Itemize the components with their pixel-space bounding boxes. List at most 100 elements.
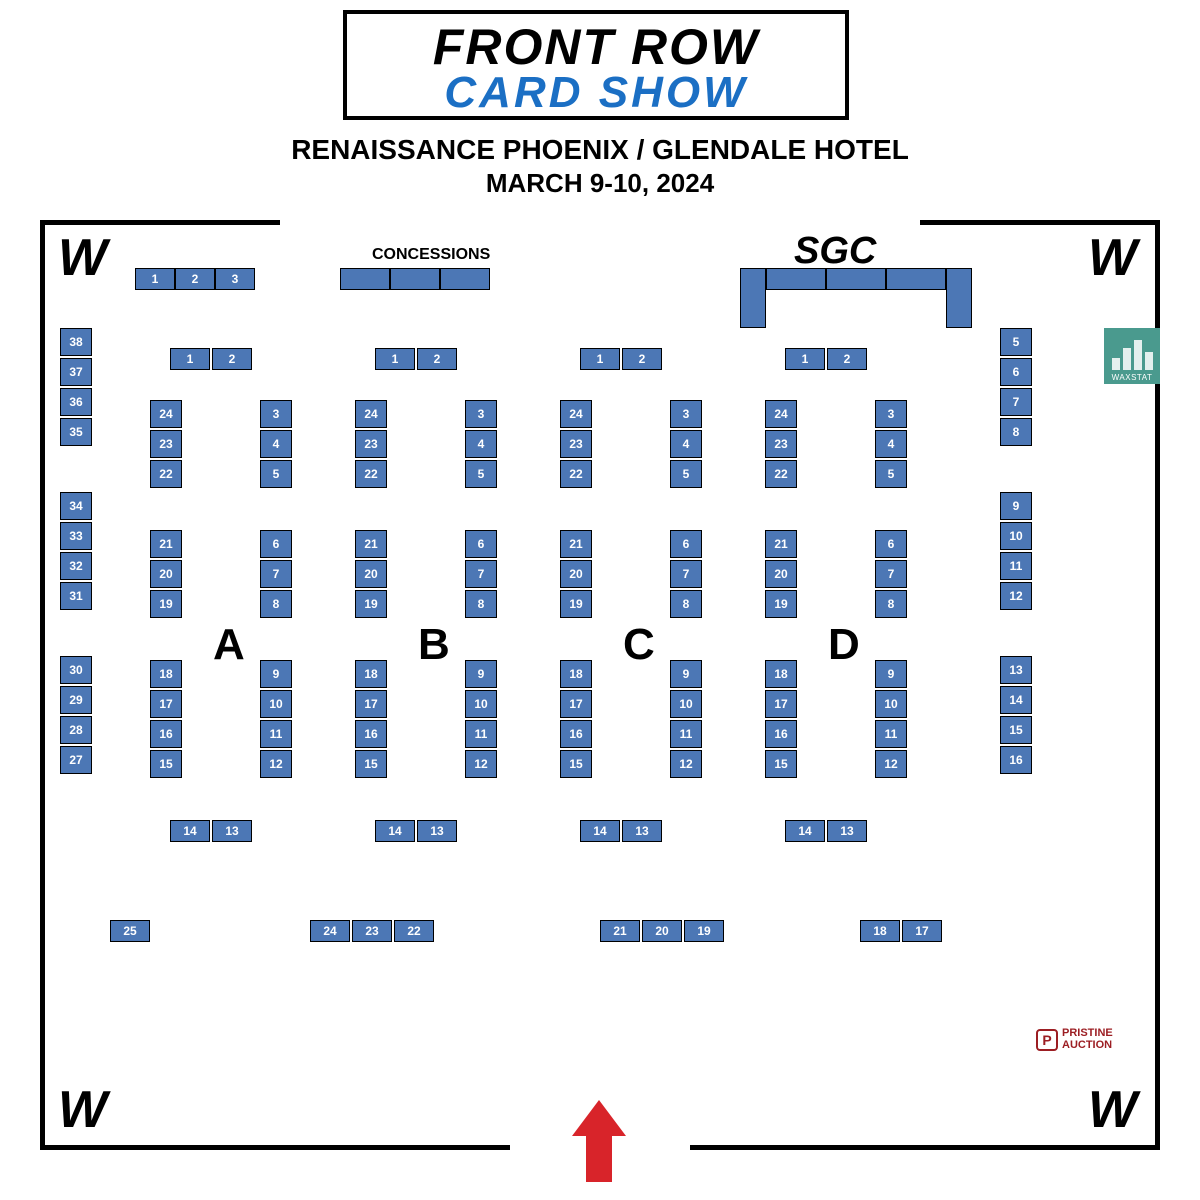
sec-A-8: 8 [260, 590, 292, 618]
leftwall-37: 37 [60, 358, 92, 386]
section-label-C: C [623, 620, 655, 670]
rightwall-6: 6 [1000, 358, 1032, 386]
sec-A-23: 23 [150, 430, 182, 458]
sec-D-20: 20 [765, 560, 797, 588]
sec-C-8: 8 [670, 590, 702, 618]
floor-map: WWWWCONCESSIONS123SGCABCD383736353433323… [40, 220, 1160, 1150]
rightwall-13: 13 [1000, 656, 1032, 684]
waxstat-badge: WAXSTAT [1104, 328, 1160, 384]
sec-B-10: 10 [465, 690, 497, 718]
pristine-icon: P [1036, 1029, 1058, 1051]
sec-A-15: 15 [150, 750, 182, 778]
sec-A-12: 12 [260, 750, 292, 778]
logo-box: FRONT ROW CARD SHOW [343, 10, 849, 120]
venue-text: RENAISSANCE PHOENIX / GLENDALE HOTEL [0, 134, 1200, 166]
sec-C-7: 7 [670, 560, 702, 588]
sec-C-11: 11 [670, 720, 702, 748]
sec-B-4: 4 [465, 430, 497, 458]
sec-D-7: 7 [875, 560, 907, 588]
pristine-badge: P PRISTINEAUCTION [1036, 1028, 1113, 1051]
bottom-22: 22 [394, 920, 434, 942]
sec-A-9: 9 [260, 660, 292, 688]
sec-C-17: 17 [560, 690, 592, 718]
sec-B-foot-13: 13 [417, 820, 457, 842]
sec-B-3: 3 [465, 400, 497, 428]
sec-D-11: 11 [875, 720, 907, 748]
map-top-opening [280, 218, 920, 226]
sec-B-head-1: 1 [375, 348, 415, 370]
sec-C-21: 21 [560, 530, 592, 558]
leftwall-35: 35 [60, 418, 92, 446]
sec-B-17: 17 [355, 690, 387, 718]
leftwall-38: 38 [60, 328, 92, 356]
sec-B-head-2: 2 [417, 348, 457, 370]
leftwall-32: 32 [60, 552, 92, 580]
rightwall-15: 15 [1000, 716, 1032, 744]
rightwall-14: 14 [1000, 686, 1032, 714]
pristine-l2: AUCTION [1062, 1039, 1112, 1051]
sec-B-11: 11 [465, 720, 497, 748]
sec-B-22: 22 [355, 460, 387, 488]
sec-A-17: 17 [150, 690, 182, 718]
w-label-2: W [58, 1080, 107, 1140]
sec-A-16: 16 [150, 720, 182, 748]
dates-text: MARCH 9-10, 2024 [0, 168, 1200, 199]
bottom-19: 19 [684, 920, 724, 942]
sec-C-19: 19 [560, 590, 592, 618]
sec-A-18: 18 [150, 660, 182, 688]
sec-B-foot-14: 14 [375, 820, 415, 842]
bottom-23: 23 [352, 920, 392, 942]
sec-A-24: 24 [150, 400, 182, 428]
top-booth-1: 1 [135, 268, 175, 290]
sec-B-15: 15 [355, 750, 387, 778]
sec-C-5: 5 [670, 460, 702, 488]
sec-A-6: 6 [260, 530, 292, 558]
sec-B-12: 12 [465, 750, 497, 778]
bottom-20: 20 [642, 920, 682, 942]
sec-C-foot-13: 13 [622, 820, 662, 842]
sec-B-21: 21 [355, 530, 387, 558]
rightwall-9: 9 [1000, 492, 1032, 520]
sec-B-5: 5 [465, 460, 497, 488]
sec-D-4: 4 [875, 430, 907, 458]
sec-B-8: 8 [465, 590, 497, 618]
sec-A-19: 19 [150, 590, 182, 618]
top-booth-2: 2 [175, 268, 215, 290]
sec-D-9: 9 [875, 660, 907, 688]
w-label-3: W [1088, 1080, 1137, 1140]
pristine-l1: PRISTINE [1062, 1027, 1113, 1039]
entry-arrow-stem [586, 1136, 612, 1182]
sec-A-foot-14: 14 [170, 820, 210, 842]
sec-D-head-2: 2 [827, 348, 867, 370]
sec-A-22: 22 [150, 460, 182, 488]
sec-D-3: 3 [875, 400, 907, 428]
bottom-21: 21 [600, 920, 640, 942]
sgc-booth-0 [740, 268, 766, 328]
waxstat-text: WAXSTAT [1112, 373, 1153, 382]
sec-D-17: 17 [765, 690, 797, 718]
rightwall-10: 10 [1000, 522, 1032, 550]
leftwall-30: 30 [60, 656, 92, 684]
sec-A-7: 7 [260, 560, 292, 588]
sec-B-23: 23 [355, 430, 387, 458]
sec-C-24: 24 [560, 400, 592, 428]
rightwall-8: 8 [1000, 418, 1032, 446]
sec-D-22: 22 [765, 460, 797, 488]
sec-D-10: 10 [875, 690, 907, 718]
rightwall-16: 16 [1000, 746, 1032, 774]
sec-C-head-2: 2 [622, 348, 662, 370]
leftwall-33: 33 [60, 522, 92, 550]
sec-D-18: 18 [765, 660, 797, 688]
sec-B-18: 18 [355, 660, 387, 688]
sec-A-foot-13: 13 [212, 820, 252, 842]
sec-D-21: 21 [765, 530, 797, 558]
section-label-A: A [213, 620, 245, 670]
sec-A-20: 20 [150, 560, 182, 588]
sgc-booth-4 [946, 268, 972, 328]
sgc-label: SGC [790, 230, 880, 273]
sec-A-5: 5 [260, 460, 292, 488]
bottom-18: 18 [860, 920, 900, 942]
section-label-B: B [418, 620, 450, 670]
sec-A-4: 4 [260, 430, 292, 458]
section-label-D: D [828, 620, 860, 670]
